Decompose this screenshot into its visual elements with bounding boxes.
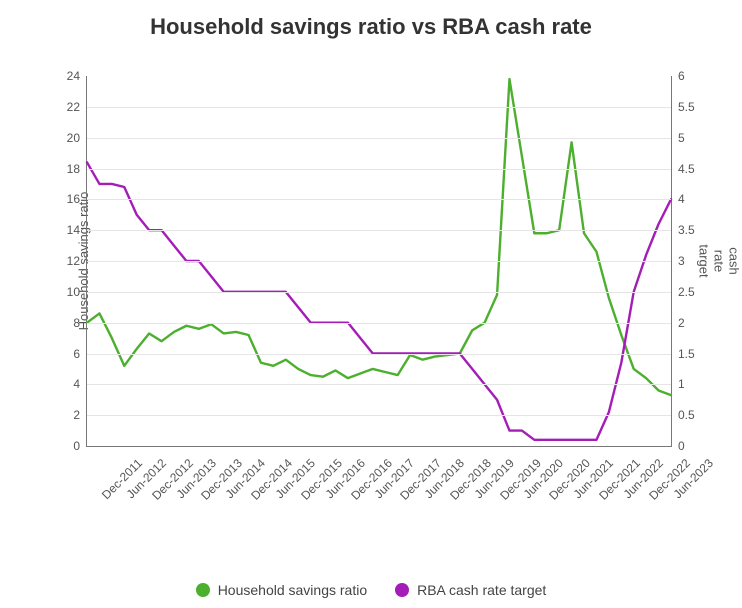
y-left-tick-label: 24 [67,69,80,83]
legend-label-cashrate: RBA cash rate target [417,582,546,598]
gridline [87,354,671,355]
legend: Household savings ratio RBA cash rate ta… [0,582,742,598]
y-right-tick-label: 2.5 [678,285,695,299]
gridline [87,107,671,108]
y-left-tick-label: 12 [67,254,80,268]
gridline [87,169,671,170]
y-left-tick-label: 6 [73,347,80,361]
gridline [87,292,671,293]
y-right-tick-label: 3.5 [678,223,695,237]
legend-swatch-cashrate [395,583,409,597]
y-right-tick-label: 5.5 [678,100,695,114]
y-right-tick-label: 3 [678,254,685,268]
y-left-tick-label: 20 [67,131,80,145]
y-right-tick-label: 5 [678,131,685,145]
y-left-tick-label: 16 [67,192,80,206]
legend-label-savings: Household savings ratio [218,582,367,598]
gridline [87,415,671,416]
y-right-tick-label: 2 [678,316,685,330]
y-right-tick-label: 1 [678,377,685,391]
y-right-tick-label: 1.5 [678,347,695,361]
y-right-tick-label: 4 [678,192,685,206]
gridline [87,261,671,262]
y-left-tick-label: 8 [73,316,80,330]
gridline [87,323,671,324]
y-right-tick-label: 6 [678,69,685,83]
series-line-0 [87,79,671,395]
y-left-tick-label: 22 [67,100,80,114]
chart-title: Household savings ratio vs RBA cash rate [0,0,742,40]
plot-area [86,76,672,447]
chart-container: Household savings ratio vs RBA cash rate… [0,0,742,608]
y-right-tick-label: 0.5 [678,408,695,422]
legend-swatch-savings [196,583,210,597]
y-left-tick-label: 2 [73,408,80,422]
y-left-tick-label: 4 [73,377,80,391]
y-left-tick-label: 18 [67,162,80,176]
y-right-axis-title: RBA cash rate target [697,244,742,277]
gridline [87,384,671,385]
y-right-tick-label: 4.5 [678,162,695,176]
gridline [87,138,671,139]
y-left-tick-label: 10 [67,285,80,299]
gridline [87,199,671,200]
series-line-1 [87,162,671,440]
legend-item-savings: Household savings ratio [196,582,367,598]
gridline [87,230,671,231]
y-left-tick-label: 0 [73,439,80,453]
y-right-tick-label: 0 [678,439,685,453]
legend-item-cashrate: RBA cash rate target [395,582,546,598]
y-left-tick-label: 14 [67,223,80,237]
